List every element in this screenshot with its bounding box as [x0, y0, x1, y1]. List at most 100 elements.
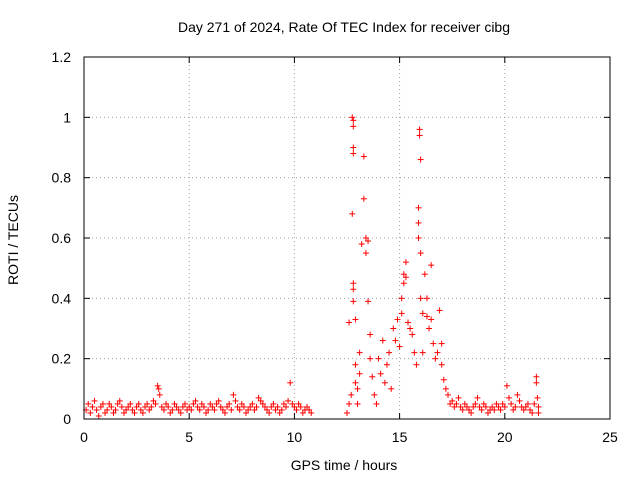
data-point	[150, 397, 157, 404]
data-point	[350, 144, 357, 151]
data-point	[238, 400, 245, 407]
data-point	[466, 406, 473, 413]
data-point	[268, 403, 275, 410]
data-point	[169, 406, 176, 413]
data-point	[257, 397, 264, 404]
data-point	[527, 406, 534, 413]
data-point	[400, 280, 407, 287]
data-point	[499, 400, 506, 407]
data-point	[386, 349, 393, 356]
data-point	[346, 319, 353, 326]
data-point	[93, 406, 100, 413]
data-point	[360, 195, 367, 202]
data-point	[416, 132, 423, 139]
x-tick-label: 5	[185, 429, 193, 445]
data-point	[175, 406, 182, 413]
data-point	[373, 400, 380, 407]
data-point	[211, 406, 218, 413]
data-point	[415, 204, 422, 211]
data-point	[506, 394, 513, 401]
data-point	[489, 403, 496, 410]
y-axis-label: ROTI / TECUs	[5, 195, 21, 285]
data-point	[484, 409, 491, 416]
data-point	[461, 400, 468, 407]
data-point	[163, 400, 170, 407]
data-point	[224, 403, 231, 410]
data-point	[135, 400, 142, 407]
data-point	[173, 403, 180, 410]
data-point	[367, 355, 374, 362]
data-point	[102, 409, 109, 416]
data-point	[419, 310, 426, 317]
data-point	[236, 406, 243, 413]
data-point	[472, 400, 479, 407]
data-point	[266, 409, 273, 416]
data-point	[196, 406, 203, 413]
ticks	[83, 56, 611, 420]
data-point	[207, 400, 214, 407]
data-point	[274, 403, 281, 410]
data-point	[148, 403, 155, 410]
data-point	[152, 400, 159, 407]
data-point	[91, 397, 98, 404]
data-point	[188, 406, 195, 413]
data-point	[392, 337, 399, 344]
x-tick-label: 25	[602, 429, 618, 445]
data-point	[234, 403, 241, 410]
data-point	[270, 400, 277, 407]
data-point	[230, 391, 237, 398]
data-point	[419, 349, 426, 356]
data-point	[457, 403, 464, 410]
data-point	[349, 210, 356, 217]
data-point	[423, 313, 430, 320]
data-point	[497, 406, 504, 413]
data-point	[449, 397, 456, 404]
data-point	[409, 331, 416, 338]
data-point	[535, 403, 542, 410]
data-point	[308, 409, 315, 416]
data-point	[440, 376, 447, 383]
data-point	[350, 117, 357, 124]
data-point	[470, 403, 477, 410]
data-point	[99, 400, 106, 407]
x-tick-label: 20	[497, 429, 513, 445]
data-point	[304, 403, 311, 410]
data-point	[455, 394, 462, 401]
data-point	[417, 156, 424, 163]
data-point	[495, 403, 502, 410]
data-point	[285, 397, 292, 404]
data-point	[200, 403, 207, 410]
data-point	[426, 325, 433, 332]
data-point	[205, 406, 212, 413]
y-tick-label: 1	[63, 109, 71, 125]
data-point	[198, 400, 205, 407]
data-point	[365, 238, 372, 245]
data-point	[491, 406, 498, 413]
data-point	[171, 400, 178, 407]
data-point	[293, 406, 300, 413]
data-point	[423, 295, 430, 302]
data-point	[219, 406, 226, 413]
data-point	[411, 349, 418, 356]
data-point	[407, 325, 414, 332]
data-point	[482, 403, 489, 410]
data-point	[299, 409, 306, 416]
data-point	[160, 406, 167, 413]
data-point	[350, 150, 357, 157]
data-point	[442, 385, 449, 392]
data-point	[226, 400, 233, 407]
data-point	[383, 361, 390, 368]
data-point	[264, 406, 271, 413]
data-point	[276, 409, 283, 416]
data-point	[381, 379, 388, 386]
data-point	[146, 406, 153, 413]
data-point	[416, 126, 423, 133]
data-point	[531, 400, 538, 407]
data-point	[350, 280, 357, 287]
data-point	[394, 316, 401, 323]
data-point	[228, 406, 235, 413]
data-point	[177, 409, 184, 416]
data-point	[367, 331, 374, 338]
chart-title: Day 271 of 2024, Rate Of TEC Index for r…	[178, 19, 510, 35]
data-point	[402, 259, 409, 266]
